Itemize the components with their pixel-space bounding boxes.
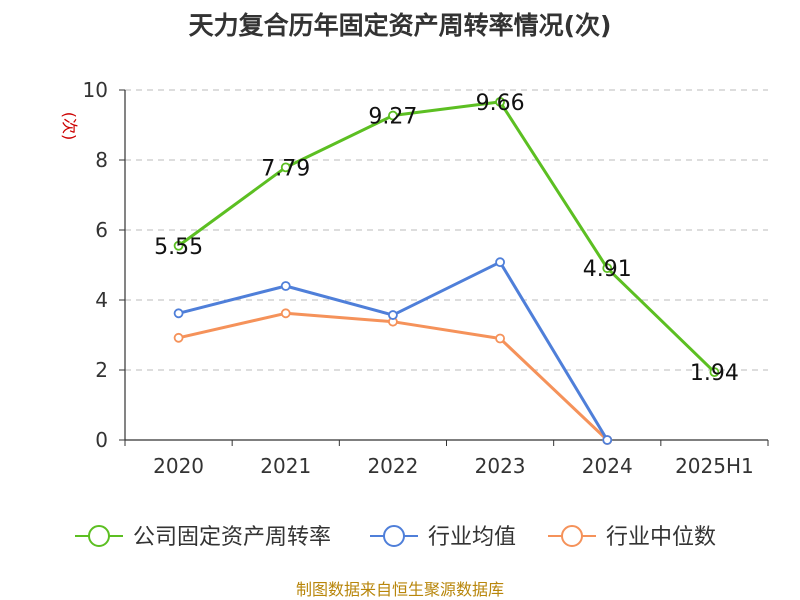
legend-item-2[interactable]: 行业中位数 — [548, 525, 716, 550]
data-labels: 5.55 7.79 9.27 9.66 4.91 1.94 — [154, 91, 739, 386]
series-group — [173, 97, 720, 445]
data-point — [280, 162, 291, 173]
data-point — [280, 281, 291, 291]
x-tick-label: 2024 — [582, 454, 633, 478]
data-point — [602, 263, 613, 274]
data-point — [602, 435, 613, 445]
y-tick-label: 8 — [95, 148, 108, 172]
series-1 — [173, 257, 613, 445]
data-point — [388, 310, 398, 320]
data-point — [173, 332, 184, 343]
y-tick-label: 4 — [95, 288, 108, 312]
data-point — [388, 110, 398, 121]
data-point — [280, 308, 291, 319]
data-point — [495, 97, 505, 107]
x-tick-label: 2020 — [153, 454, 204, 478]
legend-item-1[interactable]: 行业均值 — [370, 525, 516, 550]
data-point — [495, 333, 505, 344]
data-point — [173, 308, 184, 319]
legend[interactable]: 公司固定资产周转率 行业均值 行业中位数 — [75, 525, 716, 550]
data-label: 5.55 — [154, 235, 203, 260]
legend-marker — [383, 525, 405, 547]
legend-label: 行业中位数 — [606, 525, 716, 550]
x-tick-label: 2021 — [260, 454, 311, 478]
grid-lines — [125, 89, 768, 371]
legend-marker — [88, 525, 110, 547]
legend-marker — [561, 525, 583, 547]
x-tick-label: 2025H1 — [675, 454, 754, 478]
data-label: 4.91 — [583, 257, 632, 282]
y-axis-label: (次) — [60, 112, 79, 141]
data-point — [709, 367, 720, 378]
series-line — [178, 260, 609, 441]
y-tick-label: 0 — [95, 428, 108, 452]
y-tick-label: 2 — [95, 358, 108, 382]
source-note: 制图数据来自恒生聚源数据库 — [296, 580, 504, 599]
legend-item-0[interactable]: 公司固定资产周转率 — [75, 525, 331, 550]
series-line — [177, 100, 716, 374]
series-0 — [173, 97, 720, 378]
y-tick-label: 6 — [95, 218, 108, 242]
data-label: 7.79 — [261, 156, 310, 181]
y-tick-label: 10 — [83, 78, 108, 102]
series-2 — [173, 308, 613, 445]
data-point — [173, 240, 184, 251]
data-label: 9.66 — [476, 91, 525, 116]
data-point — [495, 257, 505, 268]
x-tick-label: 2022 — [367, 454, 418, 478]
axes: 0 2 4 6 8 10 2020 2021 2022 2023 2024 2025H1 — [83, 78, 769, 478]
x-tick-label: 2023 — [475, 454, 526, 478]
data-label: 1.94 — [690, 361, 739, 386]
legend-label: 行业均值 — [428, 525, 516, 550]
chart-title: 天力复合历年固定资产周转率情况(次) — [189, 11, 612, 40]
data-label: 9.27 — [368, 105, 417, 130]
legend-label: 公司固定资产周转率 — [133, 525, 331, 550]
